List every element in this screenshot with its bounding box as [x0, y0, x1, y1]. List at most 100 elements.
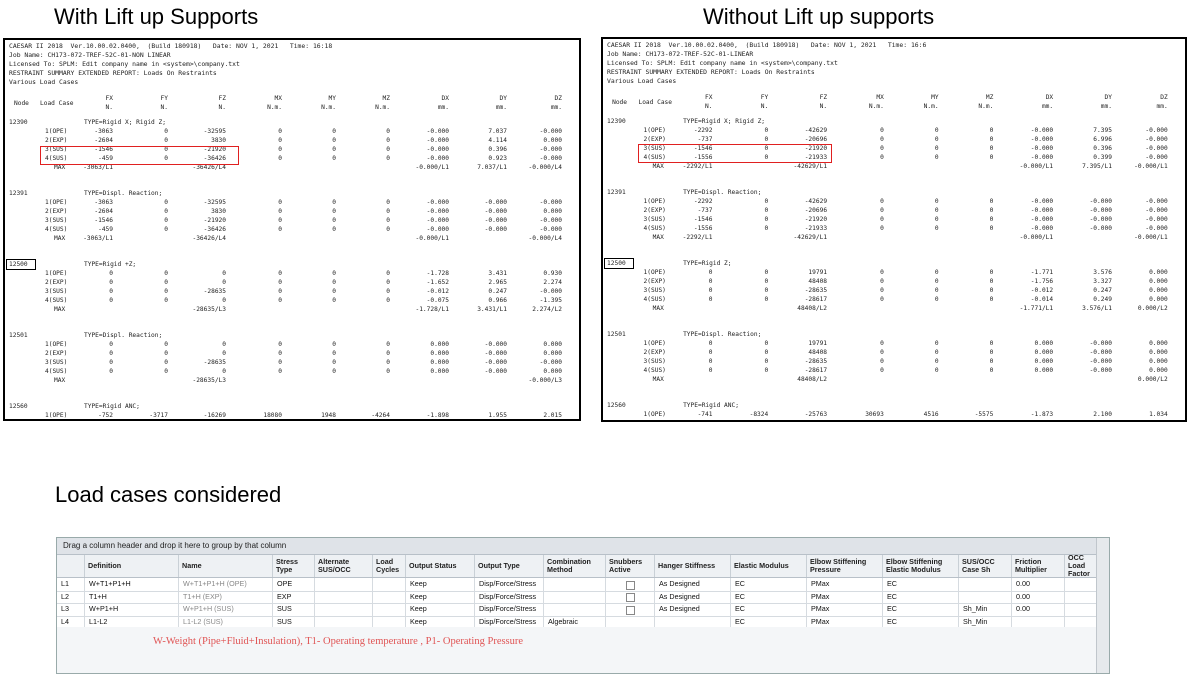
value-cell: -0.000 [426, 137, 449, 144]
grid-cell-hanger[interactable] [655, 615, 731, 628]
vertical-scrollbar[interactable] [1096, 538, 1109, 673]
grid-cell-combo[interactable] [544, 578, 606, 591]
snubbers-checkbox[interactable] [626, 605, 635, 615]
grid-cell-sh[interactable]: Sh_Min [959, 603, 1012, 616]
grid-cell-combo[interactable] [544, 590, 606, 603]
grid-cell-elastic[interactable]: EC [731, 590, 807, 603]
grid-cell-friction[interactable]: 0.00 [1012, 578, 1065, 591]
grid-cell-output_status[interactable]: Keep [406, 615, 475, 628]
grid-header-load-cycles[interactable]: Load Cycles [373, 555, 406, 577]
grid-header-elastic-modulus[interactable]: Elastic Modulus [731, 555, 807, 577]
grid-cell-empty [315, 590, 373, 603]
snubbers-checkbox[interactable] [626, 580, 635, 590]
grid-cell-name[interactable]: W+T1+P1+H (OPE) [179, 578, 273, 591]
grid-cell-stress[interactable]: EXP [273, 590, 315, 603]
grid-cell-hanger[interactable]: As Designed [655, 603, 731, 616]
grid-cell-hanger[interactable]: As Designed [655, 578, 731, 591]
value-cell: -612 [53, 420, 113, 421]
value-cell: -0.000 [484, 199, 507, 206]
grid-cell-output_type[interactable]: Disp/Force/Stress [475, 603, 544, 616]
grid-cell-output_status[interactable]: Keep [406, 603, 475, 616]
load-case-label: 4(SUS) [643, 225, 666, 232]
value-cell: 0 [764, 154, 769, 161]
grid-cell-definition[interactable]: W+T1+P1+H [85, 578, 179, 591]
grid-cell-elbow_p[interactable]: PMax [807, 615, 883, 628]
grid-cell-definition[interactable]: W+P1+H [85, 603, 179, 616]
grid-cell-snubber[interactable] [606, 603, 655, 616]
restraint-type: TYPE=Rigid +Z; [84, 261, 137, 268]
grid-cell-snubber[interactable] [606, 615, 655, 628]
value-cell: 0 [708, 358, 713, 365]
column-unit: mm. [495, 104, 507, 111]
grid-cell-hanger[interactable]: As Designed [655, 590, 731, 603]
grid-cell-friction[interactable]: 0.00 [1012, 603, 1065, 616]
value-cell: -0.000 [539, 226, 562, 233]
grid-cell-stress[interactable]: SUS [273, 615, 315, 628]
value-cell: -0.000 [484, 341, 507, 348]
grid-cell-sh[interactable]: Sh_Min [959, 615, 1012, 628]
value-cell: -5575 [974, 411, 994, 418]
grid-cell-sh[interactable] [959, 590, 1012, 603]
grid-cell-snubber[interactable] [606, 578, 655, 591]
grid-header-elbow-stiffening-elastic-modulus[interactable]: Elbow Stiffening Elastic Modulus [883, 555, 959, 577]
group-by-drop-area[interactable]: Drag a column header and drop it here to… [57, 538, 1109, 555]
value-cell: 3.462 [502, 420, 562, 421]
value-cell: -28635/L3 [192, 377, 226, 384]
grid-cell-elbow_p[interactable]: PMax [807, 603, 883, 616]
grid-header-elbow-stiffening-pressure[interactable]: Elbow Stiffening Pressure [807, 555, 883, 577]
grid-cell-friction[interactable] [1012, 615, 1065, 628]
grid-cell-elastic[interactable]: EC [731, 603, 807, 616]
grid-cell-definition[interactable]: T1+H [85, 590, 179, 603]
value-cell: 0 [278, 350, 282, 357]
grid-cell-output_status[interactable]: Keep [406, 578, 475, 591]
grid-cell-output_type[interactable]: Disp/Force/Stress [475, 615, 544, 628]
grid-cell-output_type[interactable]: Disp/Force/Stress [475, 578, 544, 591]
grid-cell-sh[interactable] [959, 578, 1012, 591]
grid-cell-combo[interactable]: Algebraic [544, 615, 606, 628]
grid-header-hanger-stiffness[interactable]: Hanger Stiffness [655, 555, 731, 577]
grid-cell-elastic[interactable]: EC [731, 615, 807, 628]
grid-cell-elastic[interactable]: EC [731, 578, 807, 591]
grid-header-friction-multiplier[interactable]: Friction Multiplier [1012, 555, 1065, 577]
value-cell: -0.000/L1 [1134, 163, 1168, 170]
snubbers-checkbox[interactable] [626, 593, 635, 602]
grid-cell-stress[interactable]: SUS [273, 603, 315, 616]
value-cell: 0 [278, 199, 282, 206]
grid-cell-elbow_e[interactable]: EC [883, 578, 959, 591]
grid-header-combination-method[interactable]: Combination Method [544, 555, 606, 577]
grid-cell-elbow_e[interactable]: EC [883, 603, 959, 616]
grid-cell-elbow_e[interactable]: EC [883, 615, 959, 628]
grid-cell-name[interactable]: T1+H (EXP) [179, 590, 273, 603]
value-cell: 0.000 [1149, 349, 1168, 356]
value-cell: -0.075 [426, 297, 449, 304]
load-case-row[interactable]: L2 T1+H T1+H (EXP) EXP Keep Disp/Force/Stress… [57, 590, 1109, 604]
grid-cell-elbow_e[interactable]: EC [883, 590, 959, 603]
report-header: CAESAR II 2018 Ver.10.00.02.0400, (Build… [607, 41, 926, 86]
grid-cell-snubber[interactable] [606, 590, 655, 603]
grid-cell-elbow_p[interactable]: PMax [807, 590, 883, 603]
load-case-row[interactable]: L1 W+T1+P1+H W+T1+P1+H (OPE) OPE Keep Disp/Fo… [57, 578, 1109, 592]
value-cell: 0 [708, 269, 713, 276]
grid-header-definition[interactable]: Definition [85, 555, 179, 577]
grid-header-snubbers-active[interactable]: Snubbers Active [606, 555, 655, 577]
grid-header-name[interactable]: Name [179, 555, 273, 577]
value-cell: -21933 [804, 225, 828, 232]
grid-header-output-status[interactable]: Output Status [406, 555, 475, 577]
grid-cell-elbow_p[interactable]: PMax [807, 578, 883, 591]
grid-cell-output_status[interactable]: Keep [406, 590, 475, 603]
grid-cell-stress[interactable]: OPE [273, 578, 315, 591]
grid-header-output-type[interactable]: Output Type [475, 555, 544, 577]
value-cell: -21920 [804, 145, 828, 152]
value-cell: 0 [880, 225, 884, 232]
grid-header-stress-type[interactable]: Stress Type [273, 555, 315, 577]
load-case-row[interactable]: L3 W+P1+H W+P1+H (SUS) SUS Keep Disp/Force/St… [57, 603, 1109, 617]
grid-header-sus-occ-case-sh[interactable]: SUS/OCC Case Sh [959, 555, 1012, 577]
grid-cell-name[interactable]: W+P1+H (SUS) [179, 603, 273, 616]
grid-cell-combo[interactable] [544, 603, 606, 616]
value-cell: 0 [278, 155, 282, 162]
grid-cell-friction[interactable]: 0.00 [1012, 590, 1065, 603]
grid-header-alternate-sus-occ[interactable]: Alternate SUS/OCC [315, 555, 373, 577]
grid-cell-name[interactable]: L1-L2 (SUS) [179, 615, 273, 628]
grid-cell-output_type[interactable]: Disp/Force/Stress [475, 590, 544, 603]
grid-cell-definition[interactable]: L1-L2 [85, 615, 179, 628]
